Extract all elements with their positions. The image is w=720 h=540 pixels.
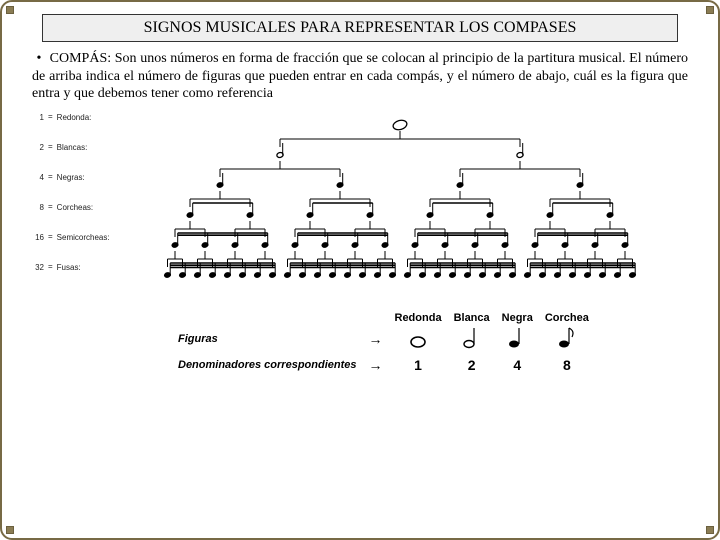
- definition-paragraph: • COMPÁS: Son unos números en forma de f…: [32, 50, 688, 103]
- denom-col-negra: Negra: [496, 312, 539, 324]
- arrow-icon: →: [363, 355, 389, 375]
- denom-col-blanca: Blanca: [448, 312, 496, 324]
- denom-val-4: 4: [496, 355, 539, 375]
- arrow-icon: →: [363, 324, 389, 355]
- figure-corchea-icon: [539, 324, 595, 355]
- figure-negra-icon: [496, 324, 539, 355]
- corner-deco: [6, 6, 14, 14]
- legend-row-fusas: 32=Fusas:: [30, 263, 110, 293]
- legend-row-redonda: 1=Redonda:: [30, 113, 110, 143]
- corner-deco: [706, 526, 714, 534]
- denom-col-corchea: Corchea: [539, 312, 595, 324]
- denom-values-row: Denominadores correspondientes → 1 2 4 8: [172, 355, 595, 375]
- denom-header-row: Redonda Blanca Negra Corchea: [172, 312, 595, 324]
- note-tree-svg: [140, 107, 660, 302]
- bullet-icon: •: [32, 50, 46, 68]
- legend-row-semicorcheas: 16=Semicorcheas:: [30, 233, 110, 263]
- denom-row2-label: Denominadores correspondientes: [172, 355, 363, 375]
- figure-blanca-icon: [448, 324, 496, 355]
- denom-row1-label: Figuras: [172, 324, 363, 355]
- note-tree-diagram: 1=Redonda:2=Blancas:4=Negras:8=Corcheas:…: [30, 107, 690, 302]
- paragraph-body: Son unos números en forma de fracción qu…: [32, 51, 688, 101]
- page-title: SIGNOS MUSICALES PARA REPRESENTAR LOS CO…: [144, 19, 577, 36]
- legend-row-blancas: 2=Blancas:: [30, 143, 110, 173]
- denom-col-redonda: Redonda: [389, 312, 448, 324]
- tree-legend: 1=Redonda:2=Blancas:4=Negras:8=Corcheas:…: [30, 107, 110, 293]
- denom-val-1: 1: [389, 355, 448, 375]
- denom-val-8: 8: [539, 355, 595, 375]
- legend-row-corcheas: 8=Corcheas:: [30, 203, 110, 233]
- figure-redonda-icon: [389, 324, 448, 355]
- paragraph-lead: COMPÁS:: [50, 51, 111, 66]
- denominators-table: Redonda Blanca Negra Corchea Figuras → D…: [32, 312, 688, 375]
- page-title-box: SIGNOS MUSICALES PARA REPRESENTAR LOS CO…: [42, 14, 678, 42]
- denom-figures-row: Figuras →: [172, 324, 595, 355]
- corner-deco: [6, 526, 14, 534]
- denom-val-2: 2: [448, 355, 496, 375]
- legend-row-negras: 4=Negras:: [30, 173, 110, 203]
- corner-deco: [706, 6, 714, 14]
